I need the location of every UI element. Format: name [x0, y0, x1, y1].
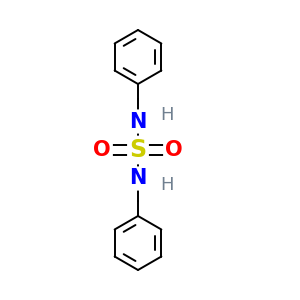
Text: N: N [129, 169, 147, 188]
Text: S: S [129, 138, 147, 162]
Text: O: O [93, 140, 111, 160]
Text: N: N [129, 112, 147, 131]
Text: H: H [160, 106, 173, 124]
Text: H: H [160, 176, 173, 194]
Text: O: O [165, 140, 183, 160]
